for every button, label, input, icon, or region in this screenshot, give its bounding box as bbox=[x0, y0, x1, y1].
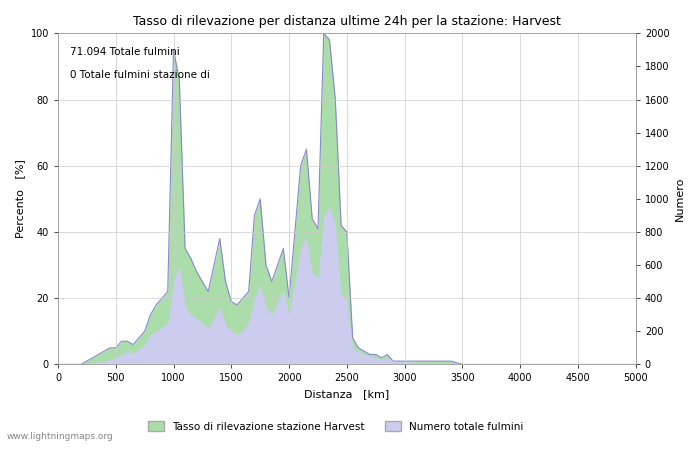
Title: Tasso di rilevazione per distanza ultime 24h per la stazione: Harvest: Tasso di rilevazione per distanza ultime… bbox=[133, 15, 561, 28]
Text: www.lightningmaps.org: www.lightningmaps.org bbox=[7, 432, 113, 441]
Y-axis label: Percento   [%]: Percento [%] bbox=[15, 159, 25, 238]
Y-axis label: Numero: Numero bbox=[675, 177, 685, 221]
X-axis label: Distanza   [km]: Distanza [km] bbox=[304, 389, 389, 399]
Text: 0 Totale fulmini stazione di: 0 Totale fulmini stazione di bbox=[69, 70, 209, 80]
Legend: Tasso di rilevazione stazione Harvest, Numero totale fulmini: Tasso di rilevazione stazione Harvest, N… bbox=[144, 417, 528, 436]
Text: 71.094 Totale fulmini: 71.094 Totale fulmini bbox=[69, 47, 179, 57]
